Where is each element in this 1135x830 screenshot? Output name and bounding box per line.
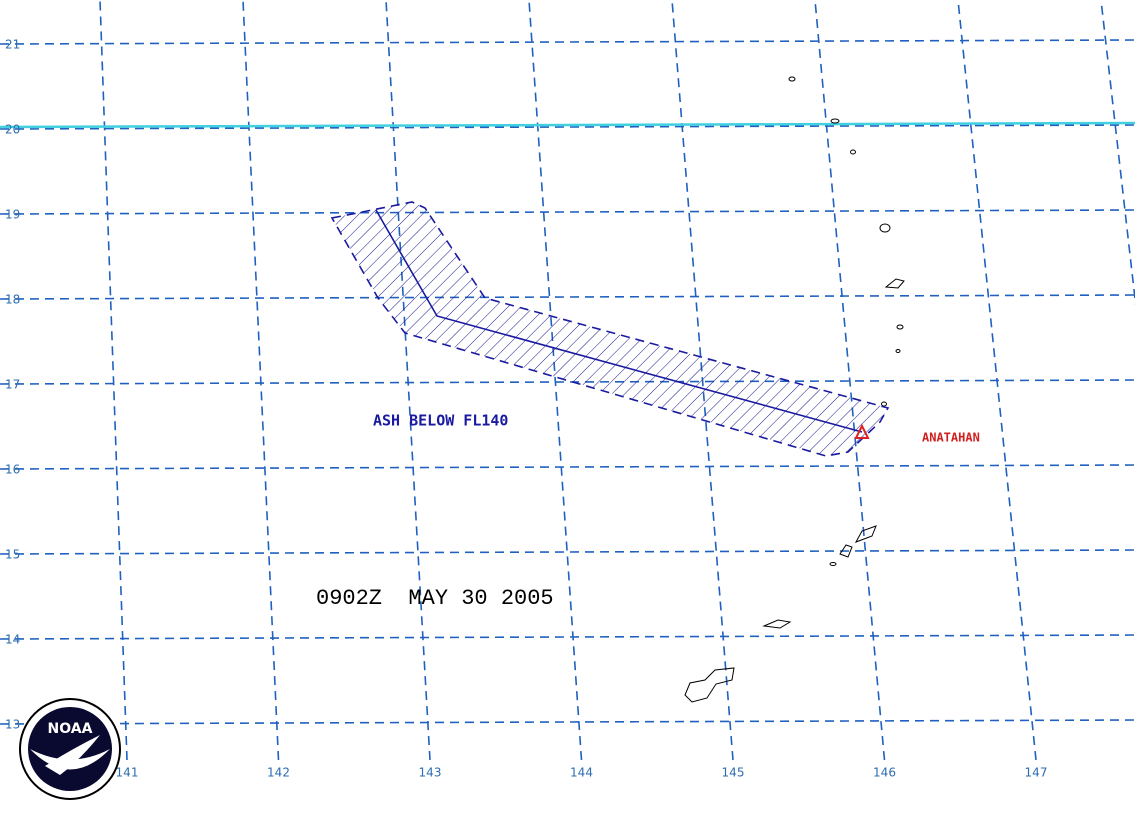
longitude-label: 143 — [419, 766, 442, 780]
latitude-line — [0, 719, 1135, 725]
ash-label: ASH BELOW FL140 — [373, 412, 508, 430]
latitude-label: 16 — [5, 463, 20, 477]
ash-axis — [375, 209, 863, 433]
volcano-marker — [854, 423, 870, 439]
volcano-label: ANATAHAN — [922, 431, 980, 445]
latitude-line — [0, 634, 1135, 640]
ash-area — [330, 201, 890, 457]
latitude-label: 21 — [5, 38, 20, 52]
longitude-label: 141 — [116, 766, 139, 780]
islands — [684, 76, 905, 703]
longitude-line — [528, 0, 583, 761]
latitude-label: 13 — [5, 718, 20, 732]
longitude-line — [1100, 0, 1135, 306]
latitude-line — [0, 464, 1135, 470]
longitude-label: 145 — [722, 766, 745, 780]
longitude-line — [814, 0, 886, 761]
latitude-line — [0, 549, 1135, 555]
latitude-label: 20 — [5, 123, 20, 137]
latitude-label: 19 — [5, 208, 20, 222]
longitude-line — [957, 0, 1037, 761]
latitude-line — [0, 39, 1135, 45]
longitude-label: 147 — [1025, 766, 1048, 780]
latitude-line — [0, 294, 1135, 300]
longitude-label: 142 — [267, 766, 290, 780]
timestamp: 0902Z MAY 30 2005 — [316, 586, 554, 611]
latitude-line — [0, 379, 1135, 385]
longitude-label: 144 — [570, 766, 593, 780]
latitude-line — [0, 209, 1135, 215]
noaa-logo: NOAA — [19, 698, 121, 800]
graticule — [0, 0, 1135, 761]
latitude-label: 15 — [5, 548, 20, 562]
latitude-label: 17 — [5, 378, 20, 392]
latitude-20-line — [0, 121, 1135, 129]
latitude-line — [0, 124, 1135, 130]
longitude-label: 146 — [873, 766, 896, 780]
latitude-label: 14 — [5, 633, 20, 647]
latitude-label: 18 — [5, 293, 20, 307]
logo-text: NOAA — [48, 721, 93, 737]
